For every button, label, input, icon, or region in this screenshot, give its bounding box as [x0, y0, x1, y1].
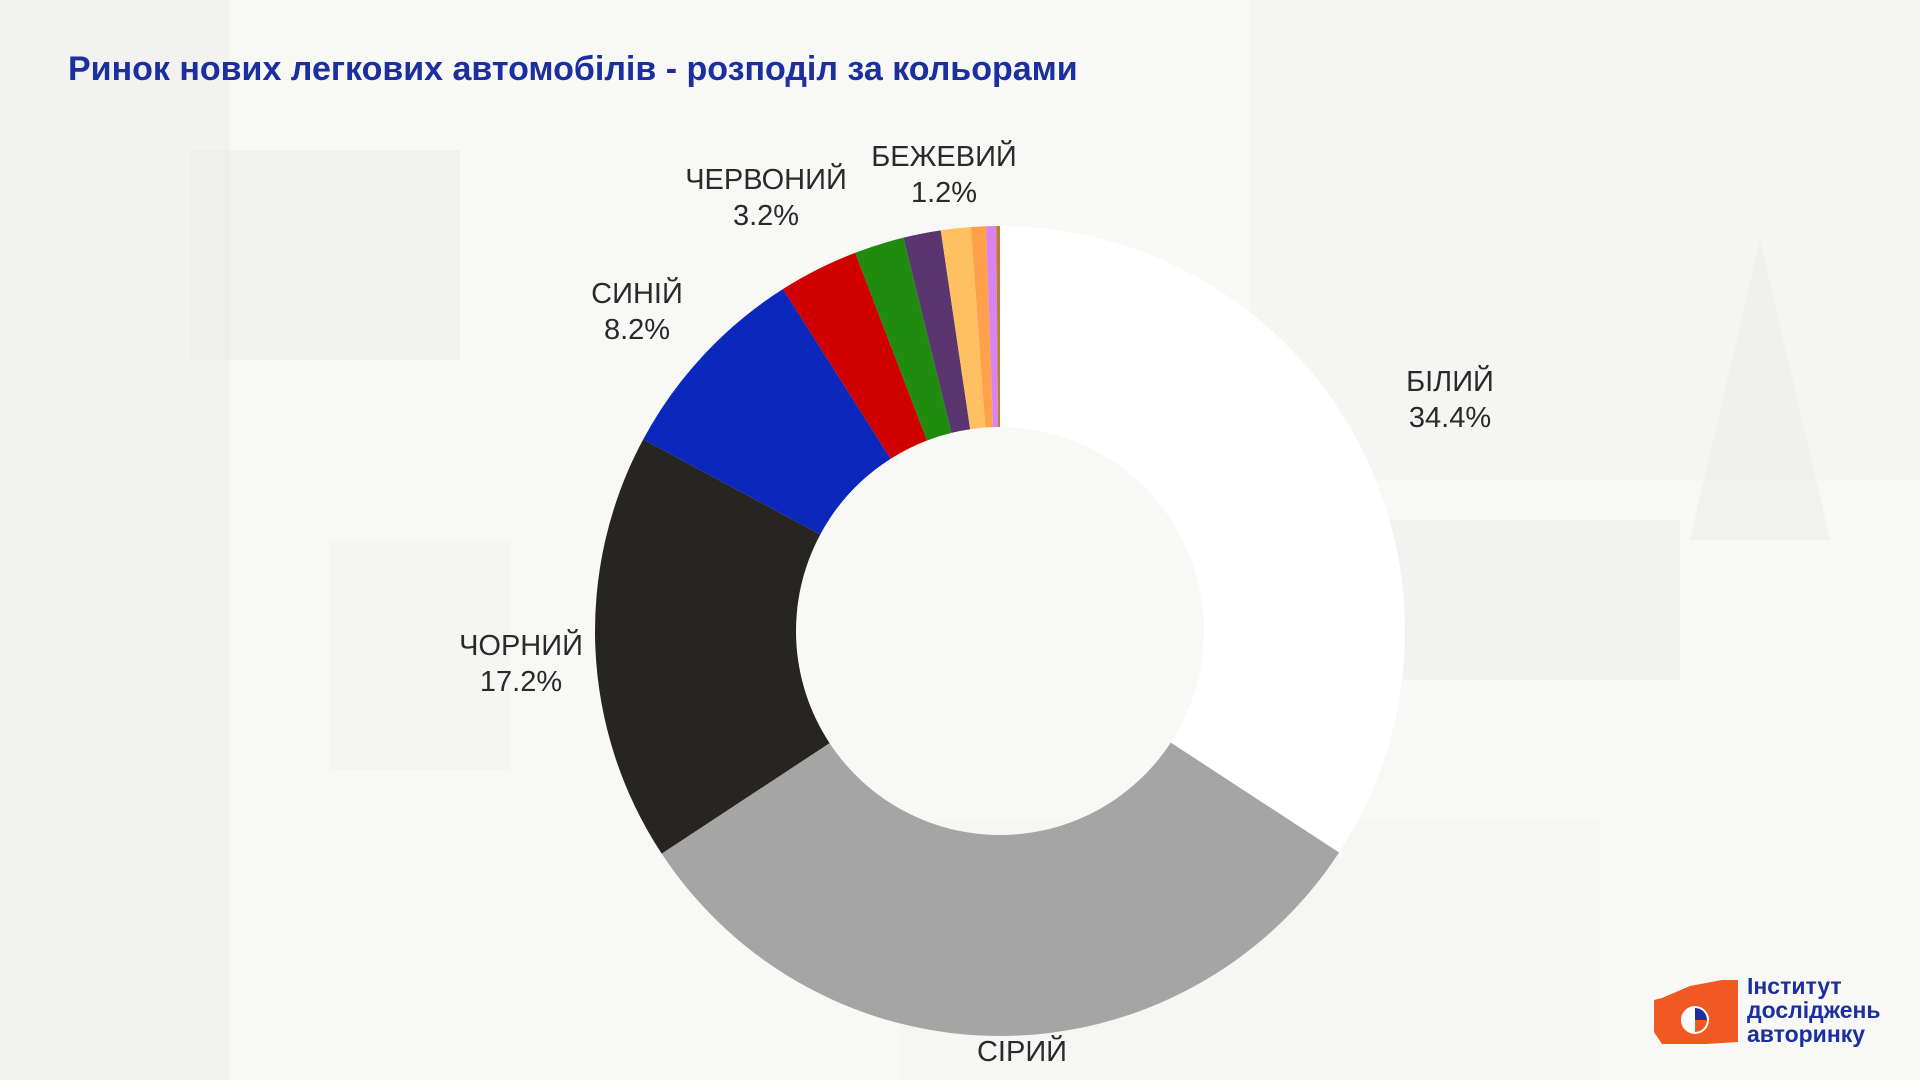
label-black-value: 17.2%	[479, 666, 563, 698]
slice-other-9	[986, 226, 999, 428]
logo-line-1: Інститут	[1747, 973, 1842, 999]
logo-line-2: досліджень	[1747, 997, 1881, 1023]
label-grey: СІРИЙ	[977, 1034, 1067, 1070]
slice-білий	[1000, 226, 1406, 853]
label-black-name: ЧОРНИЙ	[459, 630, 583, 662]
label-beige: БЕЖЕВИЙ 1.2%	[871, 139, 1017, 211]
label-beige-value: 1.2%	[910, 177, 978, 209]
label-blue-value: 8.2%	[603, 314, 671, 346]
slice-червоний	[782, 252, 928, 459]
label-grey-name: СІРИЙ	[976, 1036, 1068, 1068]
slice-other-10	[996, 226, 1000, 428]
label-beige-name: БЕЖЕВИЙ	[871, 141, 1017, 173]
logo-line-3: авторинку	[1747, 1021, 1866, 1047]
label-red: ЧЕРВОНИЙ 3.2%	[685, 162, 847, 234]
slice-бежевий	[940, 227, 986, 430]
slice-other-5	[855, 237, 952, 441]
label-blue: СИНІЙ 8.2%	[591, 276, 683, 348]
slice-other-8	[970, 226, 993, 428]
label-white-value: 34.4%	[1408, 402, 1492, 434]
label-white: БІЛИЙ 34.4%	[1406, 364, 1494, 436]
slice-other-6	[903, 230, 971, 433]
label-red-value: 3.2%	[732, 200, 800, 232]
slice-чорний	[595, 439, 830, 854]
institute-logo	[1654, 980, 1738, 1044]
label-white-name: БІЛИЙ	[1406, 366, 1494, 398]
logo-text: Інститут досліджень авторинку	[1747, 974, 1881, 1046]
slice-синій	[643, 289, 891, 535]
label-red-name: ЧЕРВОНИЙ	[685, 164, 847, 196]
chart-title: Ринок нових легкових автомобілів - розпо…	[68, 50, 1078, 88]
label-blue-name: СИНІЙ	[591, 278, 683, 310]
label-black: ЧОРНИЙ 17.2%	[459, 628, 583, 700]
slice-сірий	[661, 742, 1340, 1036]
